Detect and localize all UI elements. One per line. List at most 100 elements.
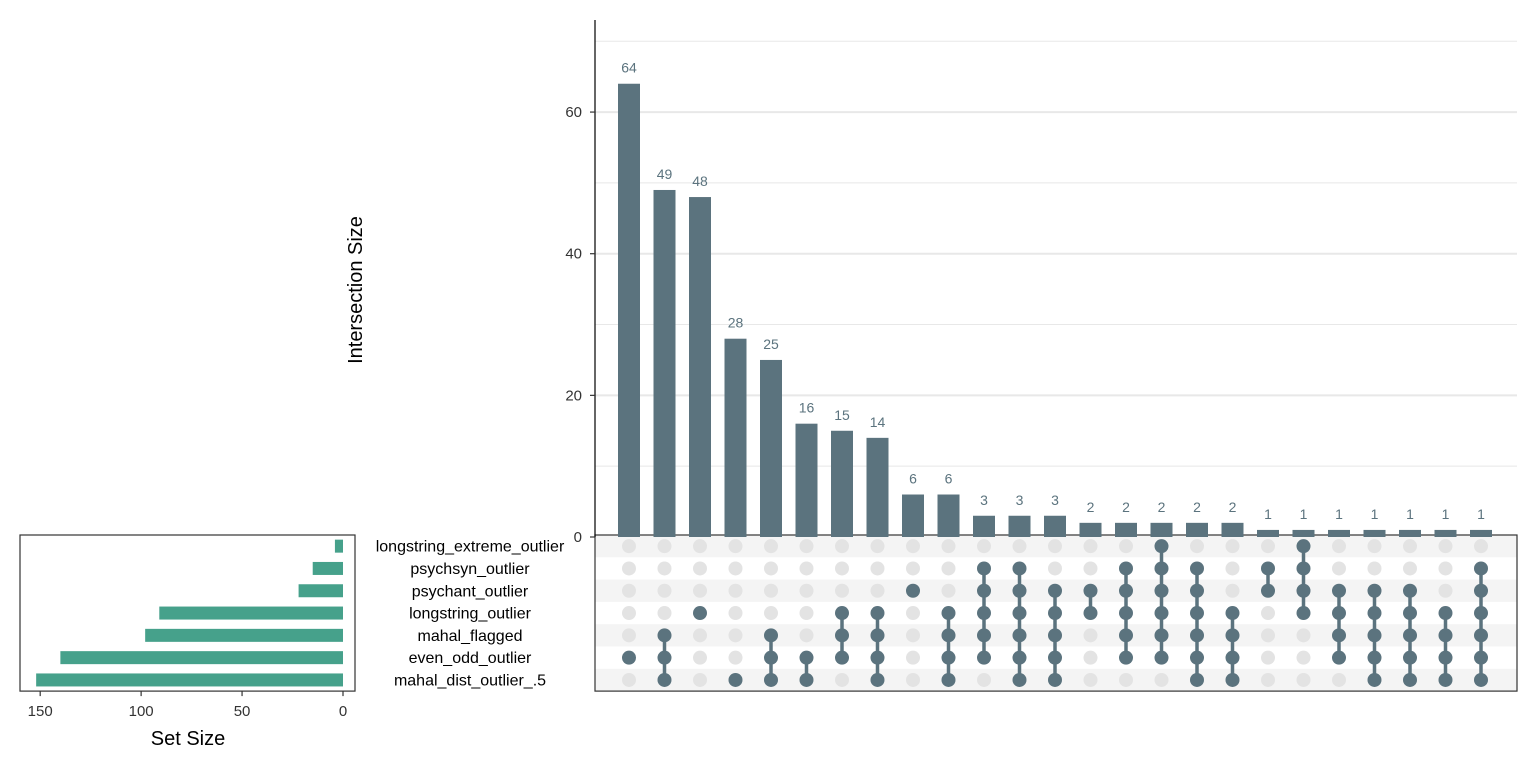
matrix-dot-active [1296, 539, 1311, 554]
intersection-bar [1115, 522, 1137, 537]
matrix-dot-active [1190, 561, 1204, 576]
matrix-dot-inactive [835, 539, 849, 554]
matrix-dot-active [1083, 583, 1098, 598]
matrix-dot-inactive [1296, 628, 1311, 643]
matrix-dot-inactive [693, 650, 707, 665]
set-label: mahal_dist_outlier_.5 [394, 672, 546, 689]
matrix-dot-active [1190, 583, 1204, 598]
set-size-tick-label: 50 [234, 703, 251, 720]
intersection-bar-labels: 64 49 48 28 25 16 15 14 6 6 3 3 3 2 2 2 2 2 1 1 1 1 1 1 1 [621, 60, 1485, 522]
matrix-dot-active [657, 672, 672, 687]
matrix-dot-active [1438, 672, 1453, 687]
intersection-bar [902, 494, 924, 537]
matrix-dot-active [1403, 583, 1417, 598]
matrix-dot-inactive [1296, 672, 1311, 687]
matrix-dot-active [1438, 606, 1453, 621]
matrix-dot-inactive [1367, 539, 1382, 554]
matrix-dot-active [728, 672, 743, 687]
matrix-dot-active [1048, 650, 1062, 665]
set-label: longstring_outlier [409, 606, 532, 623]
matrix-dot-active [1119, 628, 1133, 643]
matrix-dot-inactive [1048, 539, 1062, 554]
matrix-dot-active [1332, 628, 1346, 643]
matrix-dot-active [1403, 650, 1417, 665]
matrix-dot-inactive [1332, 561, 1346, 576]
matrix-dot-active [977, 606, 991, 621]
matrix-dot-active [1154, 583, 1169, 598]
matrix-dot-active [657, 650, 672, 665]
matrix-dot-active [1154, 561, 1169, 576]
matrix-dot-active [977, 583, 991, 598]
matrix-dot-inactive [764, 539, 778, 554]
set-size-bar [298, 584, 343, 598]
matrix-dot-active [657, 628, 672, 643]
matrix-dot-active [1190, 606, 1204, 621]
intersection-bar-label: 15 [834, 407, 850, 423]
matrix-dot-inactive [1119, 539, 1133, 554]
intersection-bar-label: 1 [1264, 506, 1272, 522]
set-label: mahal_flagged [418, 628, 523, 645]
matrix-dot-inactive [799, 539, 814, 554]
matrix-dot-inactive [1261, 539, 1275, 554]
set-size-bar [312, 561, 343, 575]
matrix-dot-inactive [1225, 583, 1240, 598]
matrix-dot-active [835, 606, 849, 621]
intersection-bar-label: 14 [870, 414, 886, 430]
matrix-dot-active [1225, 672, 1240, 687]
matrix-dot-active [977, 628, 991, 643]
intersection-bar [1221, 522, 1244, 537]
matrix-dot-active [1474, 628, 1488, 643]
matrix-dot-active [1403, 628, 1417, 643]
matrix-dot-inactive [622, 606, 636, 621]
matrix-dot-inactive [835, 561, 849, 576]
matrix-dot-inactive [835, 672, 849, 687]
matrix-dot-active [1048, 583, 1062, 598]
matrix-dot-active [693, 606, 707, 621]
matrix-dot-active [1190, 672, 1204, 687]
matrix-dot-inactive [622, 628, 636, 643]
intersection-bar-label: 2 [1158, 499, 1166, 515]
matrix-dot-inactive [906, 561, 920, 576]
y-tick-label: 0 [574, 529, 582, 546]
matrix-dot-inactive [1083, 650, 1098, 665]
matrix-dot-active [1119, 650, 1133, 665]
matrix-dot-active [941, 628, 956, 643]
matrix-dot-inactive [1225, 561, 1240, 576]
matrix-dot-active [870, 650, 885, 665]
set-label: psychant_outlier [412, 583, 529, 600]
matrix-dot-active [1190, 650, 1204, 665]
matrix-dot-inactive [870, 561, 885, 576]
matrix-dot-active [764, 650, 778, 665]
intersection-bar [1079, 522, 1102, 537]
matrix-dot-inactive [657, 539, 672, 554]
intersection-bar [1470, 529, 1492, 537]
intersection-bar [1150, 522, 1173, 537]
matrix-dot-inactive [941, 561, 956, 576]
intersection-bar-label: 3 [1051, 492, 1059, 508]
matrix-dot-inactive [1119, 672, 1133, 687]
matrix-dot-active [799, 650, 814, 665]
matrix-dot-inactive [1225, 539, 1240, 554]
matrix-dot-inactive [1261, 672, 1275, 687]
matrix-dot-active [1012, 628, 1027, 643]
matrix-dot-inactive [906, 650, 920, 665]
matrix-dot-inactive [657, 561, 672, 576]
matrix-dot-inactive [1261, 650, 1275, 665]
matrix-dot-active [870, 606, 885, 621]
matrix-dot-inactive [693, 561, 707, 576]
intersection-bar [1363, 529, 1386, 537]
matrix-dot-inactive [1332, 672, 1346, 687]
intersection-bar [1044, 515, 1066, 537]
matrix-dot-active [835, 650, 849, 665]
intersection-size-axis-title: Intersection Size [345, 216, 367, 364]
matrix-dot-active [1225, 606, 1240, 621]
intersection-bar [1328, 529, 1350, 537]
matrix-dot-active [1296, 606, 1311, 621]
intersection-bar-label: 1 [1442, 506, 1450, 522]
matrix-dot-inactive [870, 539, 885, 554]
matrix-dot-active [977, 650, 991, 665]
matrix-dot-active [764, 672, 778, 687]
matrix-dot-inactive [906, 672, 920, 687]
matrix-dot-inactive [622, 561, 636, 576]
